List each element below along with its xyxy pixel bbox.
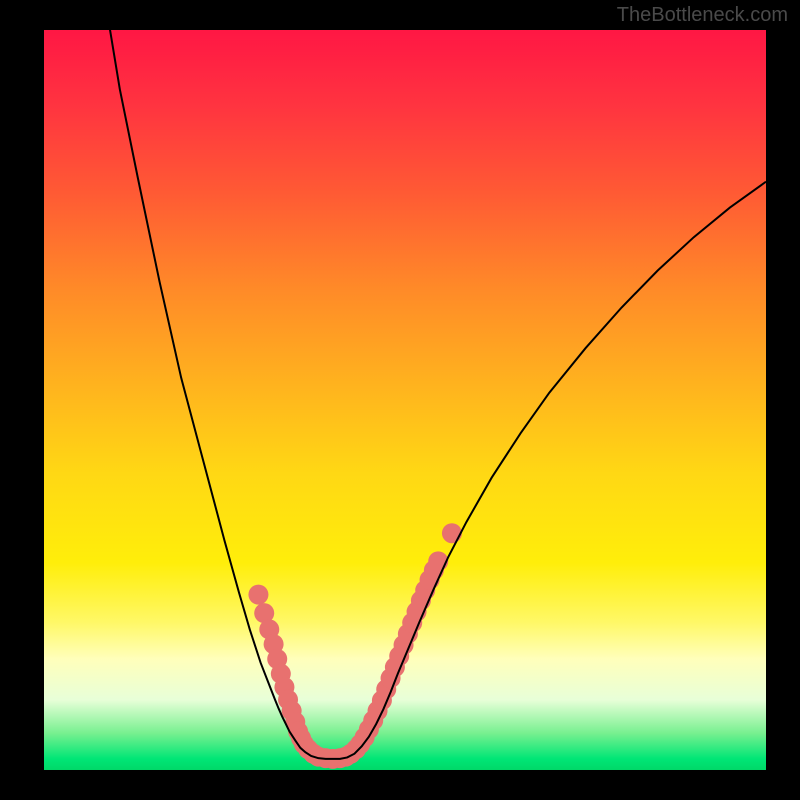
curve-layer [44, 30, 766, 770]
data-marker [248, 585, 268, 605]
plot-area [44, 30, 766, 770]
data-marker [442, 523, 462, 543]
watermark-text: TheBottleneck.com [617, 4, 788, 27]
markers-group [248, 523, 462, 769]
bottleneck-curve [104, 30, 766, 759]
